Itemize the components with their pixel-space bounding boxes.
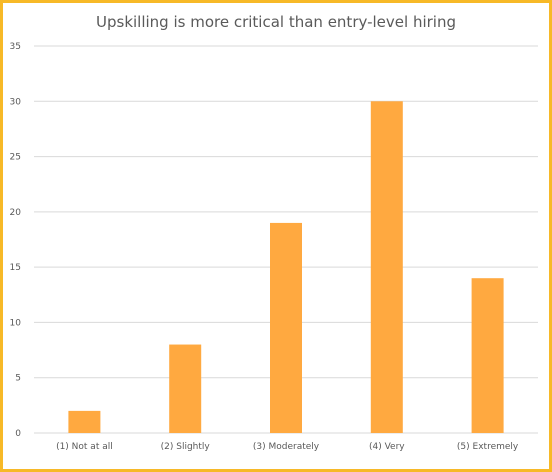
bar-5 — [471, 278, 504, 433]
x-category-label: (5) Extremely — [457, 442, 519, 452]
y-tick-label: 5 — [15, 374, 21, 384]
bar-3 — [270, 222, 302, 433]
y-tick-label: 30 — [10, 97, 22, 107]
y-axis-ticks: 0 5 10 15 20 25 30 35 — [10, 42, 22, 439]
x-axis-labels: (1) Not at all (2) Slightly (3) Moderately… — [56, 442, 519, 452]
y-tick-label: 0 — [15, 429, 21, 439]
y-tick-label: 35 — [10, 42, 21, 52]
x-category-label: (2) Slightly — [161, 442, 211, 452]
bar-2 — [169, 344, 202, 433]
y-tick-label: 10 — [10, 318, 22, 328]
bar-1 — [68, 410, 101, 433]
bars — [68, 101, 504, 434]
bar-4 — [370, 101, 403, 434]
x-category-label: (3) Moderately — [253, 442, 320, 452]
y-tick-label: 25 — [10, 153, 21, 163]
chart-title: Upskilling is more critical than entry-l… — [96, 13, 456, 31]
y-tick-label: 20 — [10, 208, 22, 218]
y-tick-label: 15 — [10, 263, 21, 273]
x-category-label: (1) Not at all — [56, 442, 113, 452]
x-category-label: (4) Very — [369, 442, 405, 452]
bar-chart: 0 5 10 15 20 25 30 35 (1) Not at all (2) Slightl… — [10, 42, 538, 452]
